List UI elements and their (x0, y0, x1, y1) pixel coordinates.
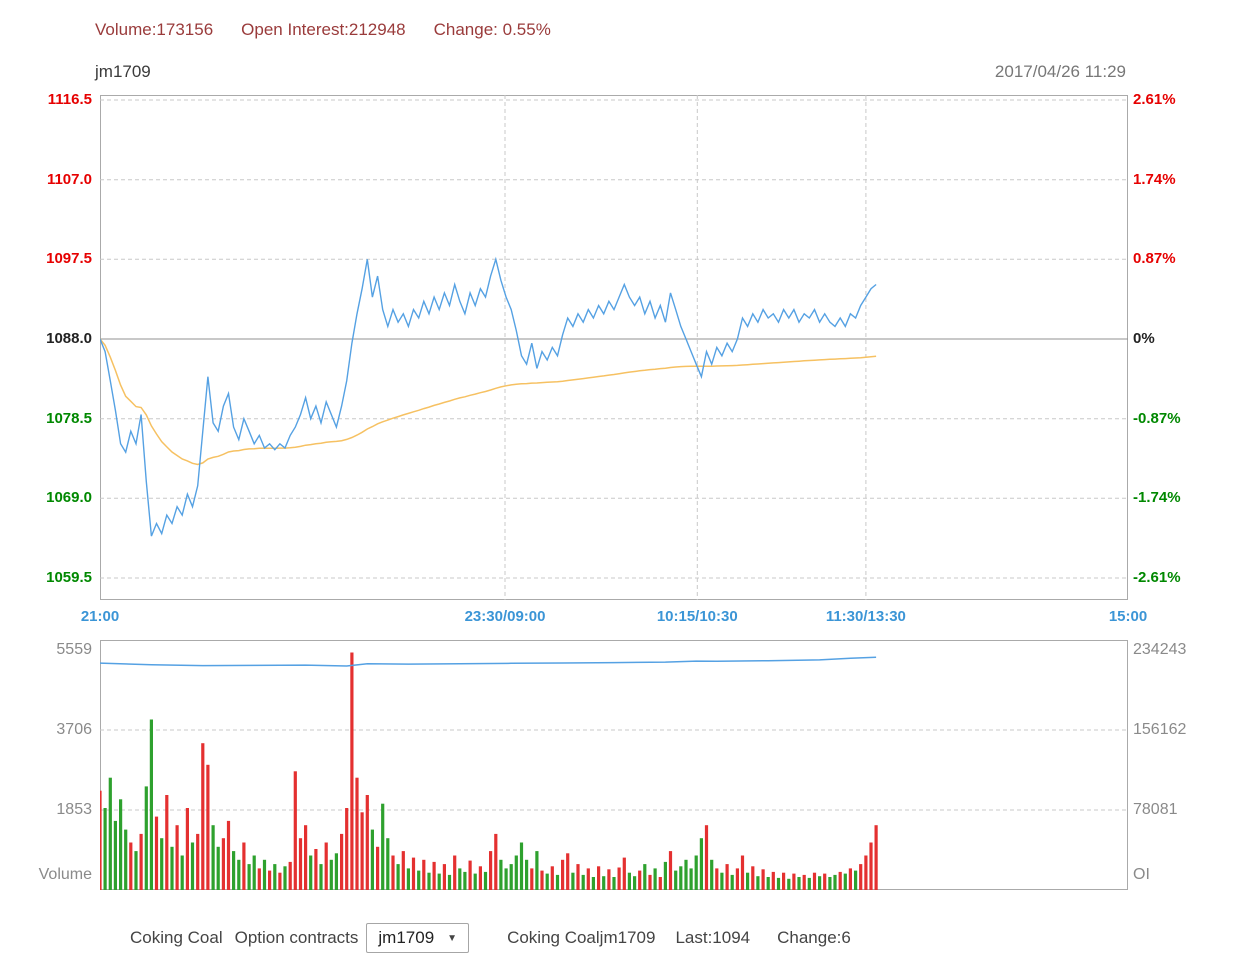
percent-axis-label: -1.74% (1133, 489, 1181, 507)
oi-axis-title: OI (1133, 866, 1150, 883)
last-price-label: Last:1094 (675, 928, 751, 947)
price-axis-label: 1116.5 (47, 91, 92, 108)
volume-chart-svg (98, 640, 1128, 890)
volume-stat: Volume:173156 (95, 20, 214, 39)
stats-bar: Volume:173156 Open Interest:212948 Chang… (95, 20, 551, 40)
price-axis-label: 1069.0 (46, 489, 92, 507)
time-axis-label: 15:00 (1108, 608, 1148, 625)
symbol-title: jm1709 (95, 62, 151, 81)
percent-axis-label: -2.61% (1133, 569, 1181, 586)
volume-axis-title: Volume (38, 866, 92, 883)
change-stat: Change: 0.55% (433, 20, 551, 39)
percent-axis-label: 1.74% (1133, 170, 1176, 188)
percent-axis-label: -0.87% (1133, 409, 1181, 427)
time-axis-label: 23:30/09:00 (464, 608, 546, 625)
contract-select-value: jm1709 (378, 928, 435, 947)
percent-axis-label: 0% (1133, 330, 1155, 347)
oi-axis-label: 78081 (1133, 801, 1178, 818)
price-axis-label: 1107.0 (46, 170, 92, 188)
time-axis-label: 10:15/10:30 (656, 608, 738, 625)
volume-chart (98, 640, 1128, 890)
product-label: Coking Coal (130, 928, 223, 947)
datetime-label: 2017/04/26 11:29 (994, 62, 1126, 81)
time-axis-label: 21:00 (80, 608, 120, 625)
open-interest-stat: Open Interest:212948 (241, 20, 406, 39)
contract-select[interactable]: jm1709 ▼ (366, 923, 470, 953)
price-axis-label: 1078.5 (46, 409, 92, 427)
price-axis-label: 1088.0 (46, 330, 92, 347)
oi-axis-label: 234243 (1133, 641, 1187, 658)
percent-axis-label: 2.61% (1133, 91, 1176, 108)
price-axis-label: 1059.5 (46, 569, 92, 586)
price-chart (99, 95, 1128, 600)
volume-axis-label: 1853 (56, 801, 92, 818)
oi-axis-label: 156162 (1133, 721, 1187, 738)
volume-axis-label: 3706 (56, 721, 92, 738)
percent-axis-label: 0.87% (1133, 250, 1176, 268)
chevron-down-icon: ▼ (447, 932, 458, 944)
volume-axis-label: 5559 (56, 641, 92, 658)
change-value-label: Change:6 (777, 928, 851, 947)
price-axis-label: 1097.5 (46, 250, 92, 268)
footer-bar: Coking Coal Option contracts jm1709 ▼ Co… (0, 920, 1234, 956)
instrument-label: Coking Coaljm1709 (507, 928, 656, 947)
option-contracts-label: Option contracts (234, 928, 359, 947)
price-chart-svg (99, 95, 1128, 600)
time-axis-label: 11:30/13:30 (825, 608, 906, 625)
